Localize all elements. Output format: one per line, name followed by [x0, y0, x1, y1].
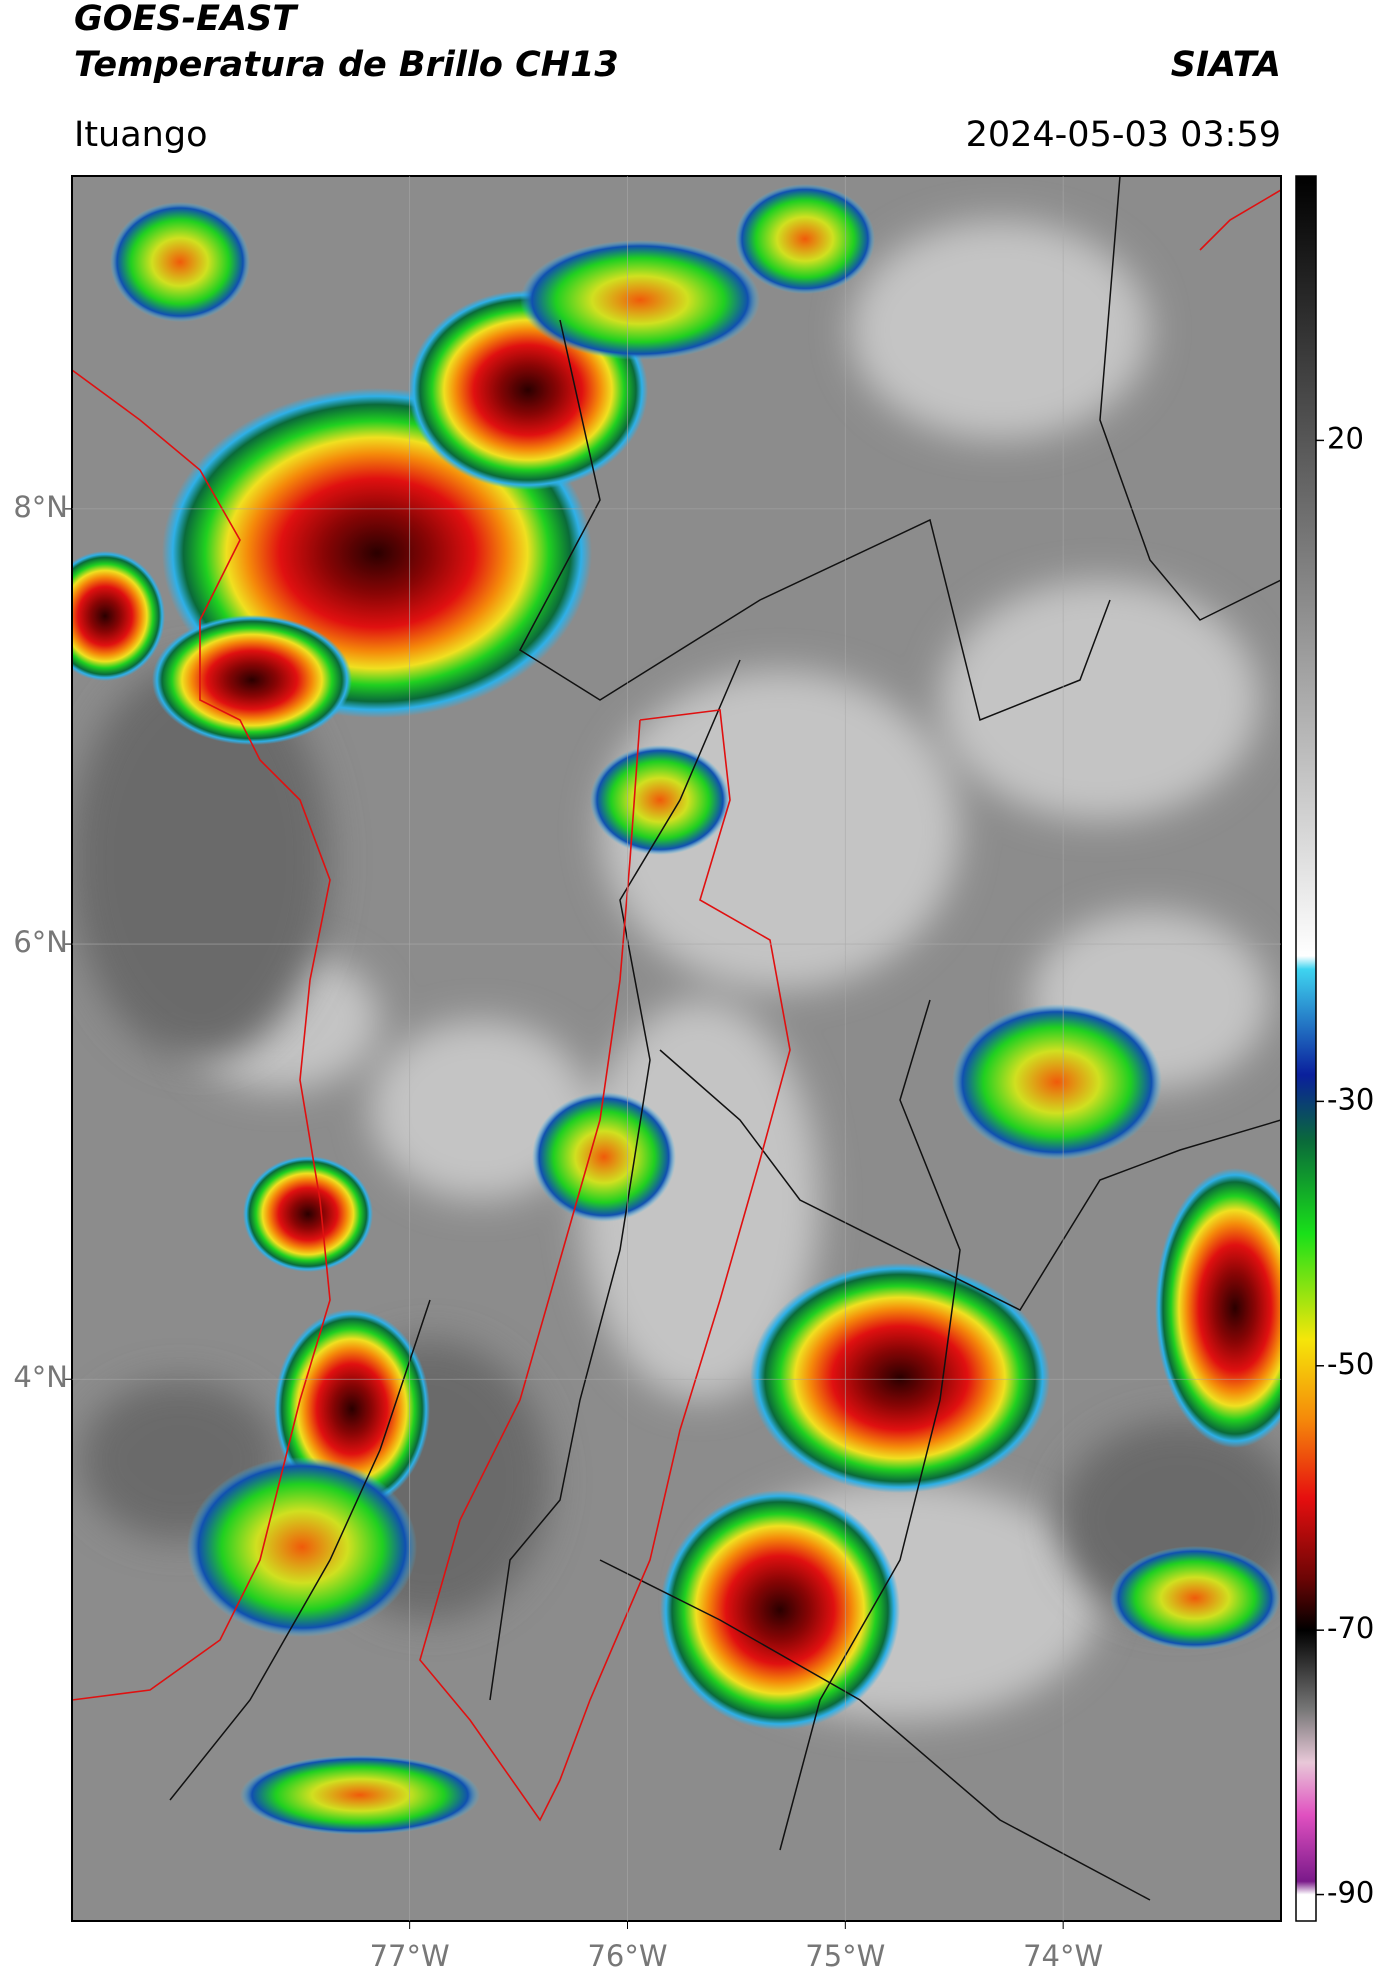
cloud-top	[952, 1004, 1162, 1160]
subtitle: Temperatura de Brillo CH13	[74, 45, 619, 85]
title: GOES-EAST	[74, 0, 299, 39]
map-imagery	[72, 176, 1281, 1921]
cloud-top	[110, 202, 250, 322]
cloud-top	[72, 551, 165, 681]
brand: SIATA	[1171, 45, 1281, 85]
location: Ituango	[74, 115, 208, 155]
colorbar-tick-label: -30	[1327, 1082, 1374, 1116]
cloud-top	[750, 1263, 1050, 1493]
lat-tick-label: 4°N	[13, 1360, 68, 1394]
cloud-top	[240, 1755, 480, 1835]
cloud-top	[243, 1156, 373, 1272]
lon-tick-label: 77°W	[370, 1939, 450, 1973]
cloud-top	[532, 1092, 676, 1222]
lon-tick-label: 76°W	[587, 1939, 667, 1973]
cloud-top	[520, 240, 760, 360]
colorbar-tick-label: -70	[1327, 1611, 1374, 1645]
lon-tick-label: 75°W	[805, 1939, 885, 1973]
datetime: 2024-05-03 03:59	[966, 115, 1281, 155]
cloud-top	[590, 745, 730, 855]
cloud-top	[1155, 1168, 1281, 1448]
lon-tick-label: 74°W	[1023, 1939, 1103, 1973]
colorbar-tick-label: -50	[1327, 1347, 1374, 1381]
cloud-top	[735, 184, 875, 294]
cloud-top	[660, 1490, 900, 1730]
colorbar-tick-label: 20	[1327, 421, 1364, 455]
lat-tick-label: 6°N	[13, 925, 68, 959]
map-frame	[71, 175, 1282, 1922]
cloud-top	[1110, 1546, 1280, 1650]
lat-tick-label: 8°N	[13, 490, 68, 524]
colorbar-tick-label: -90	[1327, 1876, 1374, 1910]
cloud-top	[152, 615, 352, 745]
colorbar	[1295, 175, 1317, 1922]
